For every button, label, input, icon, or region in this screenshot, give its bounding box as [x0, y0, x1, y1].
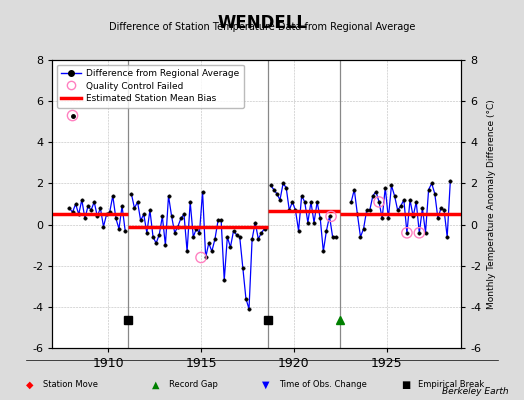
Legend: Difference from Regional Average, Quality Control Failed, Estimated Station Mean: Difference from Regional Average, Qualit…: [57, 64, 244, 108]
Text: Berkeley Earth: Berkeley Earth: [442, 387, 508, 396]
Text: ◆: ◆: [26, 380, 34, 390]
Text: ■: ■: [401, 380, 410, 390]
Text: Difference of Station Temperature Data from Regional Average: Difference of Station Temperature Data f…: [109, 22, 415, 32]
Point: [415, 230, 423, 236]
Text: Time of Obs. Change: Time of Obs. Change: [279, 380, 367, 389]
Text: Station Move: Station Move: [43, 380, 98, 389]
Point: [375, 199, 383, 205]
Point: [197, 254, 205, 261]
Point: [327, 213, 335, 220]
Point: [403, 230, 411, 236]
Text: Record Gap: Record Gap: [169, 380, 217, 389]
Text: WENDELL: WENDELL: [217, 14, 307, 32]
Text: ▲: ▲: [152, 380, 159, 390]
Text: Empirical Break: Empirical Break: [418, 380, 484, 389]
Text: ▼: ▼: [262, 380, 269, 390]
Point: [68, 112, 77, 119]
Y-axis label: Monthly Temperature Anomaly Difference (°C): Monthly Temperature Anomaly Difference (…: [487, 99, 496, 309]
